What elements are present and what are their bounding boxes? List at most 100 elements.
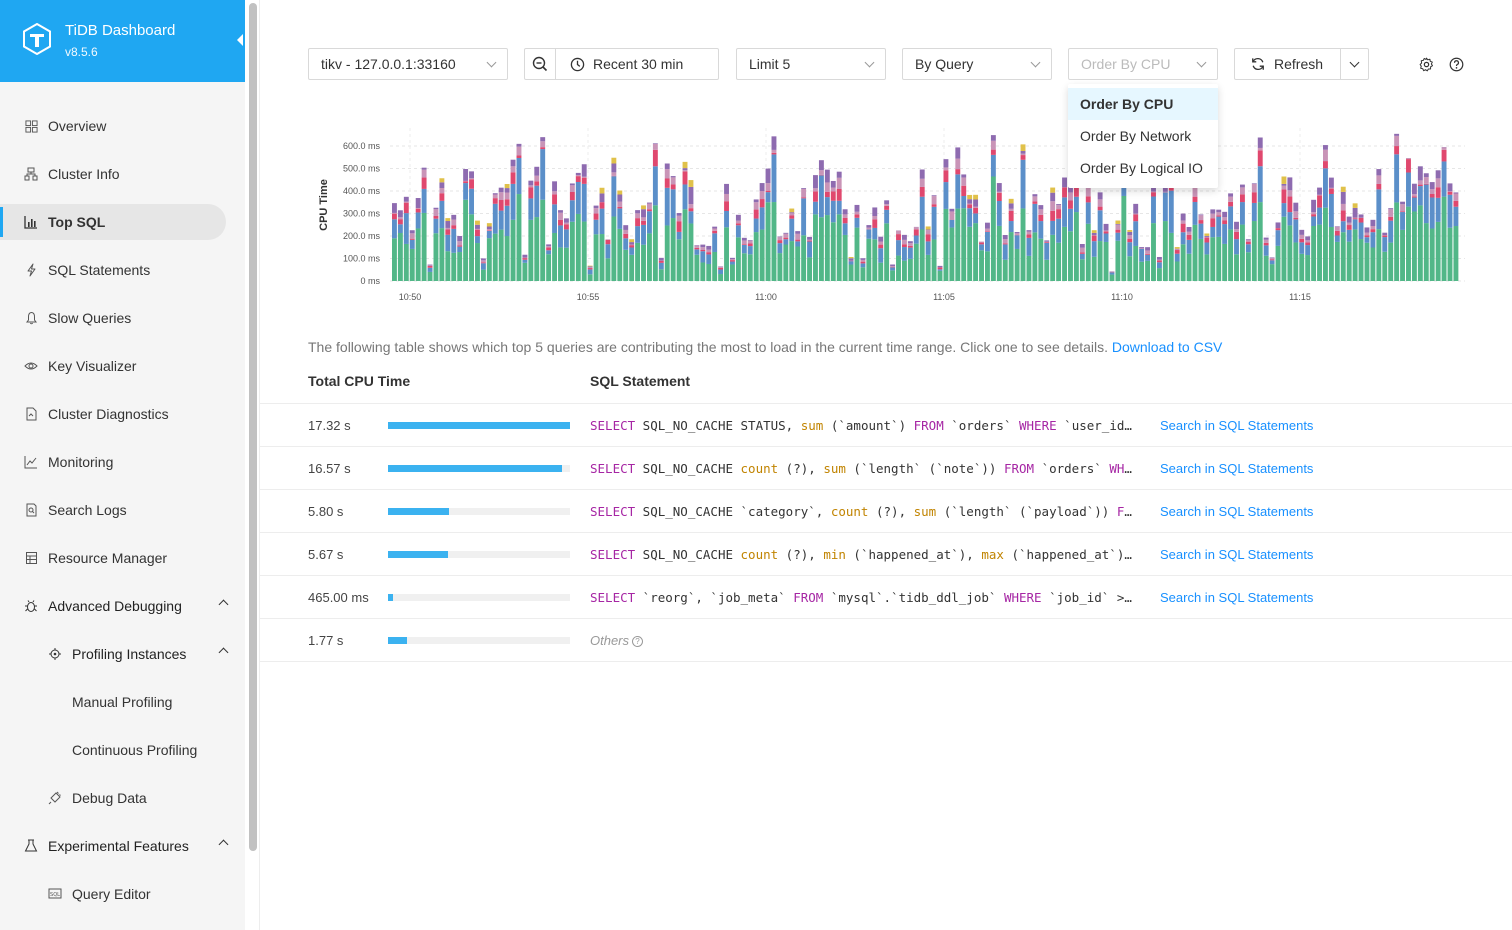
- sidebar-item-continuous-profiling[interactable]: Continuous Profiling: [0, 732, 245, 768]
- chart-bar-stack[interactable]: [783, 232, 789, 281]
- chart-bar-stack[interactable]: [1020, 144, 1026, 281]
- chart-bar-stack[interactable]: [664, 163, 670, 282]
- chart-bar-stack[interactable]: [558, 210, 563, 281]
- chart-bar-stack[interactable]: [641, 205, 646, 281]
- chart-bar-stack[interactable]: [1133, 203, 1139, 281]
- chart-bar-stack[interactable]: [528, 180, 534, 281]
- sidebar-item-experimental-features[interactable]: Experimental Features: [0, 828, 245, 864]
- chart-bar-stack[interactable]: [480, 258, 486, 281]
- chart-bar-stack[interactable]: [1002, 235, 1008, 281]
- chart-bar-stack[interactable]: [427, 264, 433, 281]
- chart-bar-stack[interactable]: [569, 183, 575, 281]
- chart-bar-stack[interactable]: [896, 230, 901, 281]
- chart-bar-stack[interactable]: [789, 208, 795, 281]
- sidebar-item-key-visualizer[interactable]: Key Visualizer: [0, 348, 245, 384]
- chart-bar-stack[interactable]: [741, 237, 747, 281]
- chart-bar-stack[interactable]: [1044, 240, 1050, 281]
- chart-bar-stack[interactable]: [1453, 192, 1459, 281]
- chart-bar-stack[interactable]: [807, 236, 812, 281]
- chart-bar-stack[interactable]: [1305, 236, 1311, 281]
- chart-bar-stack[interactable]: [392, 203, 397, 281]
- sidebar-item-resource-manager[interactable]: Resource Manager: [0, 540, 245, 576]
- chart-bar-stack[interactable]: [1269, 257, 1275, 281]
- chart-bar-stack[interactable]: [765, 168, 771, 281]
- chart-bar-stack[interactable]: [1245, 239, 1251, 281]
- chart-bar-stack[interactable]: [943, 159, 949, 281]
- chart-bar-stack[interactable]: [1145, 247, 1151, 281]
- chart-bar-stack[interactable]: [919, 169, 925, 281]
- chart-bar-stack[interactable]: [1317, 187, 1322, 281]
- chart-bar-stack[interactable]: [676, 213, 682, 281]
- chart-bar-stack[interactable]: [1263, 237, 1269, 281]
- search-in-sql-statements-link[interactable]: Search in SQL Statements: [1160, 547, 1314, 562]
- chart-bar-stack[interactable]: [771, 136, 777, 281]
- chart-bar-stack[interactable]: [813, 175, 818, 281]
- chart-bar-stack[interactable]: [1115, 220, 1121, 281]
- chart-bar-stack[interactable]: [724, 183, 729, 281]
- chart-bar-stack[interactable]: [718, 266, 724, 281]
- table-row[interactable]: 465.00 ms SELECT `reorg`, `job_meta` FROM…: [260, 576, 1512, 619]
- chart-bar-stack[interactable]: [1287, 177, 1293, 281]
- order-option-order-by-cpu[interactable]: Order By CPU: [1068, 88, 1218, 120]
- sidebar-item-slow-queries[interactable]: Slow Queries: [0, 300, 245, 336]
- chart-bar-stack[interactable]: [623, 225, 629, 281]
- chart-bar-stack[interactable]: [1162, 184, 1168, 281]
- chart-bar-stack[interactable]: [1257, 137, 1263, 282]
- instance-select[interactable]: tikv - 127.0.0.1:33160: [308, 48, 508, 80]
- chart-bar-stack[interactable]: [907, 241, 913, 281]
- chart-bar-stack[interactable]: [1423, 173, 1429, 281]
- search-in-sql-statements-link[interactable]: Search in SQL Statements: [1160, 461, 1314, 476]
- chart-bar-stack[interactable]: [1222, 211, 1228, 281]
- chart-bar-stack[interactable]: [646, 202, 652, 281]
- group-by-select[interactable]: By Query: [902, 48, 1052, 80]
- chart-bar-stack[interactable]: [996, 183, 1002, 281]
- chart-bar-stack[interactable]: [818, 160, 824, 281]
- chart-bar-stack[interactable]: [824, 169, 830, 281]
- sidebar-item-manual-profiling[interactable]: Manual Profiling: [0, 684, 245, 720]
- chart-bar-stack[interactable]: [1050, 187, 1056, 281]
- chart-bar-stack[interactable]: [605, 239, 611, 281]
- chart-bar-stack[interactable]: [1038, 205, 1044, 281]
- chart-bar-stack[interactable]: [712, 226, 718, 281]
- chart-bar-stack[interactable]: [1156, 256, 1162, 281]
- chart-bar-stack[interactable]: [735, 214, 741, 281]
- chart-bar-stack[interactable]: [1447, 183, 1453, 281]
- chart-bar-stack[interactable]: [1192, 174, 1198, 281]
- chart-bar-stack[interactable]: [1127, 230, 1133, 281]
- chart-bar-stack[interactable]: [1293, 202, 1299, 281]
- chart-bar-stack[interactable]: [1299, 229, 1305, 281]
- chart-bar-stack[interactable]: [1186, 226, 1192, 281]
- chart-bar-stack[interactable]: [830, 180, 836, 281]
- chart-bar-stack[interactable]: [593, 205, 599, 281]
- chart-bar-stack[interactable]: [884, 200, 890, 281]
- table-row[interactable]: 5.67 s SELECT SQL_NO_CACHE count (?), min…: [260, 533, 1512, 576]
- chart-bar-stack[interactable]: [1441, 147, 1447, 281]
- chart-bar-stack[interactable]: [694, 245, 700, 281]
- limit-select[interactable]: Limit 5: [736, 48, 886, 80]
- chart-bar-stack[interactable]: [925, 226, 931, 281]
- chart-bar-stack[interactable]: [522, 254, 528, 281]
- chart-bar-stack[interactable]: [967, 194, 973, 281]
- chart-bar-stack[interactable]: [913, 226, 919, 281]
- chart-bar-stack[interactable]: [1109, 271, 1115, 281]
- chart-bar-stack[interactable]: [534, 166, 540, 281]
- chart-bar-stack[interactable]: [872, 207, 878, 281]
- sidebar-item-query-editor[interactable]: SQL Query Editor: [0, 876, 245, 912]
- chart-bar-stack[interactable]: [409, 230, 415, 281]
- chart-bar-stack[interactable]: [985, 222, 990, 281]
- chart-bar-stack[interactable]: [1323, 145, 1328, 281]
- chart-bar-stack[interactable]: [1204, 233, 1210, 281]
- chart-bar-stack[interactable]: [1251, 183, 1257, 281]
- chart-bar-stack[interactable]: [979, 241, 984, 281]
- chart-bar-stack[interactable]: [753, 199, 759, 281]
- chart-bar-stack[interactable]: [688, 180, 694, 281]
- chart-bar-stack[interactable]: [990, 135, 996, 281]
- chart-bar-stack[interactable]: [1364, 227, 1370, 281]
- chart-bar-stack[interactable]: [486, 223, 492, 281]
- search-in-sql-statements-link[interactable]: Search in SQL Statements: [1160, 504, 1314, 519]
- sidebar-item-cluster-diagnostics[interactable]: Cluster Diagnostics: [0, 396, 245, 432]
- chart-bar-stack[interactable]: [439, 178, 445, 281]
- chart-bar-stack[interactable]: [415, 198, 421, 281]
- chart-bar-stack[interactable]: [403, 196, 409, 281]
- chart-bar-stack[interactable]: [552, 181, 558, 281]
